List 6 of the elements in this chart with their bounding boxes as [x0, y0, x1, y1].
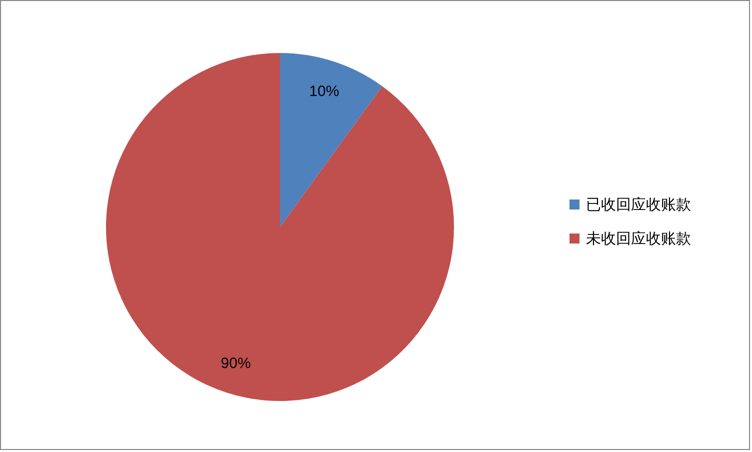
legend-label: 已收回应收账款: [586, 196, 691, 214]
pie-slice: [106, 53, 454, 401]
data-label: 90%: [220, 355, 251, 372]
data-label: 10%: [309, 83, 340, 100]
legend-label: 未收回应收账款: [586, 230, 691, 248]
pie-slice: [280, 53, 382, 227]
